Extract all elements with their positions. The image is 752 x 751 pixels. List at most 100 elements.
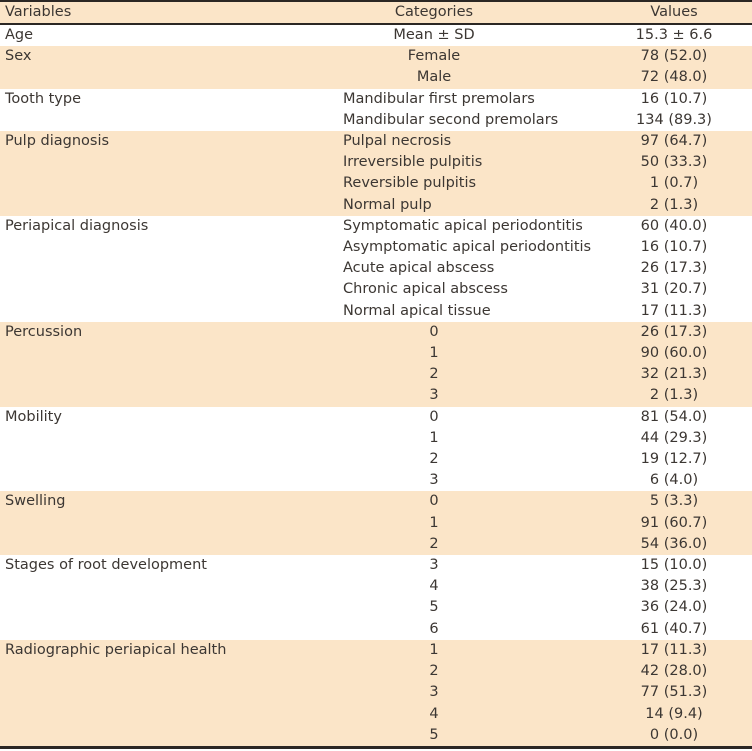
- category-cell: 2: [272, 533, 596, 556]
- value-cell: 26 (17.3): [596, 321, 752, 344]
- value-cell: 78 (52.0): [596, 46, 752, 68]
- category-cell: 5: [429, 599, 439, 616]
- table-row: Irreversible pulpitis 50 (33.3): [0, 152, 752, 174]
- category-cell: 3: [272, 682, 596, 704]
- table-row: 2 54 (36.0): [0, 533, 752, 556]
- table-row: Mobility 0 81 (54.0): [0, 407, 752, 428]
- table-row: Stages of root development 3 15 (10.0): [0, 555, 752, 576]
- category-cell: 3: [429, 472, 439, 489]
- category-cell: 1: [429, 429, 439, 446]
- category-cell: 2: [272, 364, 596, 386]
- category-cell: 0: [429, 408, 439, 425]
- value-cell: 42 (28.0): [596, 661, 752, 683]
- value-cell: 134 (89.3): [636, 111, 712, 128]
- category-cell: Chronic apical abscess: [343, 281, 508, 298]
- value-cell: 14 (9.4): [596, 703, 752, 725]
- table-header: Variables Categories Values: [0, 1, 752, 25]
- table-row: 1 44 (29.3): [0, 428, 752, 449]
- table-row: 2 19 (12.7): [0, 449, 752, 470]
- table-row: Mandibular second premolars 134 (89.3): [0, 110, 752, 131]
- value-cell: 5 (3.3): [596, 491, 752, 513]
- category-cell: Acute apical abscess: [343, 260, 495, 277]
- category-cell: Mandibular first premolars: [343, 90, 535, 107]
- value-cell: 31 (20.7): [640, 281, 708, 298]
- value-cell: 97 (64.7): [596, 131, 752, 153]
- table-row: Pulp diagnosis Pulpal necrosis 97 (64.7): [0, 131, 752, 216]
- category-cell: 6: [429, 620, 439, 637]
- table-row: Percussion 0 26 (17.3): [0, 321, 752, 407]
- value-cell: 19 (12.7): [640, 451, 708, 468]
- value-cell: 1 (0.7): [596, 173, 752, 195]
- value-cell: 54 (36.0): [596, 533, 752, 556]
- category-cell: Male: [272, 67, 596, 89]
- category-cell: 2: [272, 661, 596, 683]
- value-cell: 90 (60.0): [596, 343, 752, 365]
- value-cell: 36 (24.0): [640, 599, 708, 616]
- category-cell: 2: [429, 451, 439, 468]
- variable-cell: Stages of root development: [5, 557, 207, 574]
- table-row: Periapical diagnosis Symptomatic apical p…: [0, 216, 752, 237]
- variable-cell: Swelling: [0, 491, 272, 556]
- table-body: Age Mean ± SD 15.3 ± 6.6 Sex Female 78 (52.0)…: [0, 24, 752, 748]
- category-cell: Female: [272, 46, 596, 68]
- value-cell: 26 (17.3): [640, 260, 708, 277]
- table-row: 4 38 (25.3): [0, 576, 752, 597]
- category-cell: 4: [429, 578, 439, 595]
- category-cell: 3: [272, 385, 596, 407]
- table-row: Acute apical abscess 26 (17.3): [0, 258, 752, 279]
- value-cell: 32 (21.3): [596, 364, 752, 386]
- header-values: Values: [596, 1, 752, 25]
- value-cell: 77 (51.3): [596, 682, 752, 704]
- category-cell: Mean ± SD: [393, 27, 475, 43]
- category-cell: Pulpal necrosis: [272, 131, 596, 153]
- variable-cell: Tooth type: [5, 90, 82, 107]
- value-cell: 15 (10.0): [640, 557, 708, 574]
- table-row: Asymptomatic apical periodontitis 16 (10.…: [0, 237, 752, 258]
- header-categories: Categories: [272, 1, 596, 25]
- value-cell: 6 (4.0): [649, 472, 699, 489]
- table-row: 1 90 (60.0): [0, 343, 752, 365]
- variable-cell: Pulp diagnosis: [0, 131, 272, 216]
- table-row: 2 42 (28.0): [0, 661, 752, 683]
- category-cell: 4: [272, 703, 596, 725]
- table-row: Tooth type Mandibular first premolars 16 (…: [0, 89, 752, 110]
- table-row: 3 6 (4.0): [0, 470, 752, 491]
- value-cell: 0 (0.0): [596, 724, 752, 748]
- variable-cell: Mobility: [5, 408, 62, 425]
- table-row: 5 36 (24.0): [0, 597, 752, 618]
- table-row: 6 61 (40.7): [0, 619, 752, 640]
- table-row: Normal apical tissue 17 (11.3): [0, 301, 752, 322]
- value-cell: 72 (48.0): [596, 67, 752, 89]
- value-cell: 15.3 ± 6.6: [635, 27, 713, 43]
- table-row: 1 91 (60.7): [0, 512, 752, 534]
- category-cell: 1: [272, 639, 596, 662]
- table-row: 2 32 (21.3): [0, 364, 752, 386]
- table-row: 3 77 (51.3): [0, 682, 752, 704]
- category-cell: Normal apical tissue: [343, 302, 491, 319]
- category-cell: 1: [272, 512, 596, 534]
- table-row: Chronic apical abscess 31 (20.7): [0, 279, 752, 300]
- value-cell: 50 (33.3): [596, 152, 752, 174]
- category-cell: Irreversible pulpitis: [272, 152, 596, 174]
- category-cell: 3: [429, 557, 439, 574]
- header-variables: Variables: [0, 1, 272, 25]
- value-cell: 44 (29.3): [640, 429, 708, 446]
- value-cell: 17 (11.3): [596, 639, 752, 662]
- value-cell: 2 (1.3): [596, 385, 752, 407]
- variable-cell: Age: [5, 27, 34, 43]
- table-row: Male 72 (48.0): [0, 67, 752, 89]
- value-cell: 17 (11.3): [640, 302, 708, 319]
- table-row: Reversible pulpitis 1 (0.7): [0, 173, 752, 195]
- value-cell: 91 (60.7): [596, 512, 752, 534]
- category-cell: 1: [272, 343, 596, 365]
- category-cell: Mandibular second premolars: [343, 111, 559, 128]
- variable-cell: Radiographic periapical health: [0, 639, 272, 748]
- table-row: Sex Female 78 (52.0): [0, 46, 752, 89]
- table-row: Normal pulp 2 (1.3): [0, 194, 752, 216]
- variable-cell: Sex: [0, 46, 272, 89]
- value-cell: 61 (40.7): [640, 620, 708, 637]
